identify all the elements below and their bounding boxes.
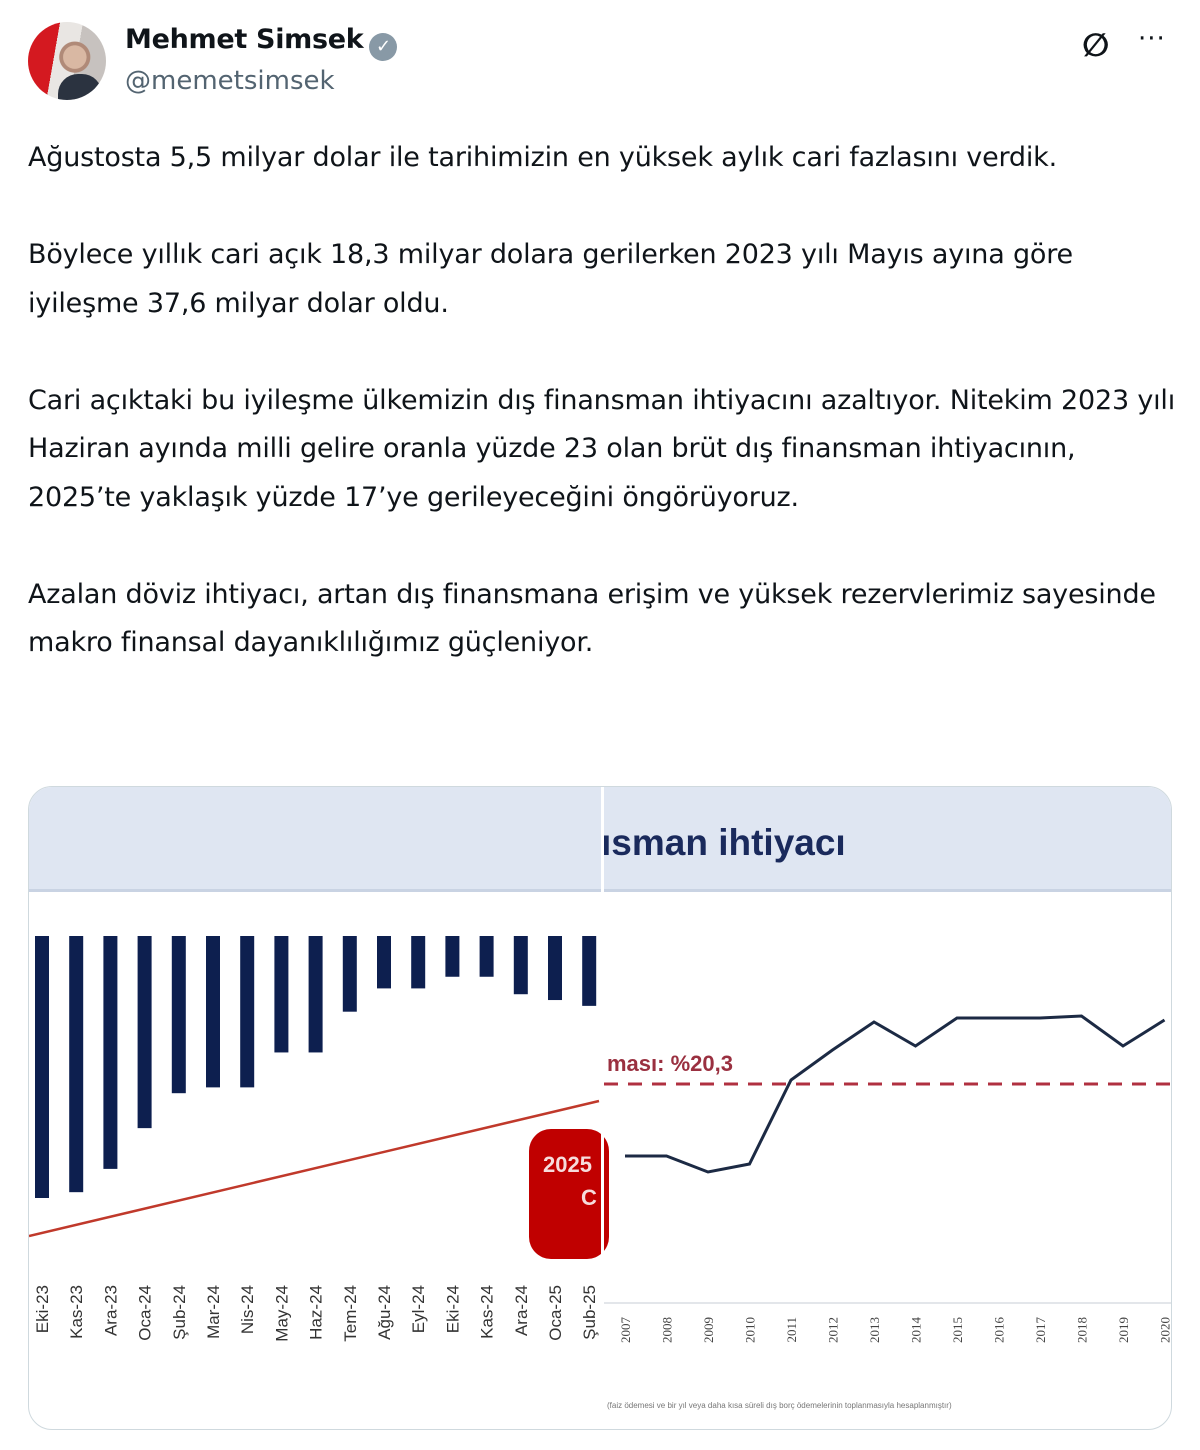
- bar-Ara-23: [103, 936, 118, 1169]
- year-tick-label: 2013: [867, 1317, 882, 1343]
- x-tick-label: Ara-23: [101, 1285, 120, 1336]
- bar-Kas-23: [69, 936, 84, 1193]
- bar-Eyl-24: [411, 936, 426, 989]
- year-tick-label: 2011: [784, 1317, 799, 1343]
- x-tick-label: Kas-24: [478, 1285, 497, 1339]
- bar-Kas-24: [479, 936, 494, 977]
- more-options-button[interactable]: ···: [1138, 24, 1166, 54]
- x-tick-label: Ağu-24: [375, 1285, 394, 1340]
- tweet-paragraph: Böylece yıllık cari açık 18,3 milyar dol…: [28, 239, 1073, 319]
- x-tick-label: Mar-24: [204, 1285, 223, 1339]
- year-tick-label: 2018: [1075, 1317, 1090, 1343]
- chart-header-band: [29, 787, 1171, 891]
- bar-Ara-24: [513, 936, 528, 995]
- year-tick-label: 2017: [1033, 1317, 1048, 1344]
- x-tick-label: Ara-24: [512, 1285, 531, 1336]
- year-tick-label: 2019: [1116, 1317, 1131, 1343]
- year-tick-label: 2015: [950, 1317, 965, 1343]
- bar-Ağu-24: [377, 936, 391, 989]
- year-tick-label: 2012: [826, 1317, 841, 1343]
- author-name-text: Mehmet Simsek: [125, 24, 364, 55]
- x-tick-label: Eki-24: [443, 1285, 462, 1333]
- tweet-media-image[interactable]: ısman ihtiyacı Eki-23 Kas-23 Ara-23 Oca-24 Ş…: [28, 786, 1172, 1430]
- bar-Haz-24: [308, 936, 323, 1053]
- x-tick-label: Eyl-24: [409, 1285, 428, 1333]
- x-tick-label: Kas-23: [67, 1285, 86, 1339]
- image-split: [601, 787, 604, 1429]
- x-tick-label: Tem-24: [341, 1285, 360, 1342]
- year-tick-label: 2016: [992, 1317, 1007, 1344]
- bar-Oca-25: [548, 936, 562, 1001]
- target-box: [529, 1129, 609, 1259]
- year-tick-label: 2020: [1158, 1317, 1173, 1343]
- tweet-paragraph: Ağustosta 5,5 milyar dolar ile tarihimiz…: [28, 142, 1057, 173]
- x-tick-label: May-24: [272, 1285, 291, 1342]
- header-divider: [29, 889, 1171, 892]
- chart-title-fragment: ısman ihtiyacı: [601, 822, 846, 863]
- verified-badge-icon: ✓: [369, 33, 398, 61]
- bar-Mar-24: [206, 936, 220, 1088]
- footnote: (faiz ödemesi ve bir yıl veya daha kısa …: [607, 1401, 952, 1410]
- year-tick-label: 2009: [701, 1317, 716, 1343]
- bar-Nis-24: [240, 936, 255, 1088]
- average-label: ması: %20,3: [607, 1051, 733, 1076]
- bar-Oca-24: [137, 936, 152, 1129]
- tweet-text: Ağustosta 5,5 milyar dolar ile tarihimiz…: [28, 134, 1178, 716]
- author-name[interactable]: Mehmet Simsek ✓: [125, 24, 398, 61]
- year-tick-label: 2014: [909, 1317, 924, 1344]
- chart-image: ısman ihtiyacı Eki-23 Kas-23 Ara-23 Oca-24 Ş…: [29, 787, 1173, 1429]
- year-tick-label: 2010: [743, 1317, 758, 1343]
- bar-Şub-24: [171, 936, 186, 1094]
- x-tick-label: Nis-24: [238, 1285, 257, 1334]
- grok-icon[interactable]: ∅: [1082, 26, 1110, 64]
- bar-Tem-24: [342, 936, 357, 1012]
- x-tick-label: Haz-24: [307, 1285, 326, 1340]
- x-tick-label: Şub-25: [580, 1285, 599, 1340]
- year-tick-label: 2008: [660, 1317, 675, 1343]
- target-box-label: 2025: [543, 1152, 592, 1177]
- x-tick-label: Şub-24: [170, 1285, 189, 1340]
- tweet-paragraph: Azalan döviz ihtiyacı, artan dış finansm…: [28, 578, 1156, 659]
- bar-Şub-25: [582, 936, 597, 1006]
- x-tick-label: Eki-23: [33, 1285, 52, 1333]
- bar-Eki-23: [35, 936, 49, 1198]
- target-box-label-2: C: [581, 1185, 597, 1210]
- x-tick-label: Oca-25: [546, 1285, 565, 1341]
- line-series: [625, 1014, 1166, 1174]
- trend-line: [29, 1099, 600, 1238]
- year-tick-label: 2007: [618, 1317, 633, 1344]
- x-tick-label: Oca-24: [136, 1285, 155, 1341]
- author-handle[interactable]: @memetsimsek: [125, 66, 335, 96]
- avatar[interactable]: [28, 22, 106, 100]
- tweet-paragraph: Cari açıktaki bu iyileşme ülkemizin dış …: [28, 384, 1175, 513]
- bar-Eki-24: [445, 936, 460, 977]
- bar-May-24: [274, 936, 289, 1053]
